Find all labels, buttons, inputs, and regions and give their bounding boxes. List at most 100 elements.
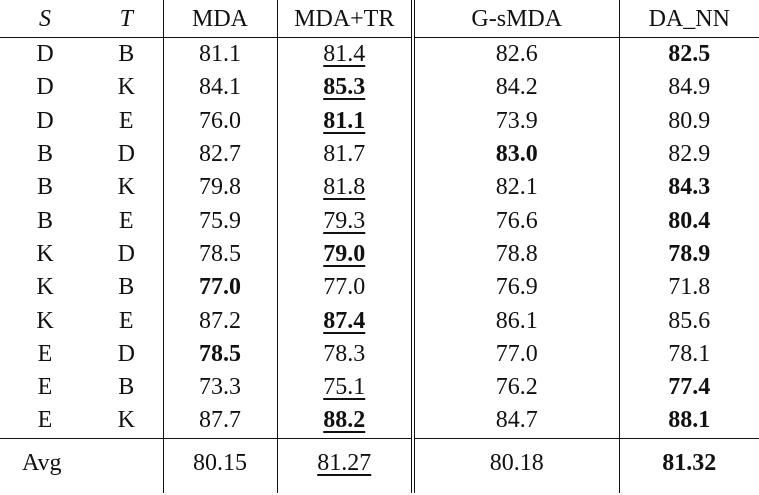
gsmda-cell-value: 76.9 <box>495 274 538 301</box>
gsmda-cell-value: 76.2 <box>495 374 538 401</box>
header-gsmda: G-sMDA <box>413 0 620 38</box>
target-cell: K <box>90 171 164 205</box>
table-row: D E 76.0 81.1 73.9 80.9 <box>0 104 759 138</box>
mda-cell-value: 87.7 <box>199 407 241 434</box>
source-cell: E <box>0 371 90 404</box>
target-cell: B <box>90 271 164 305</box>
mda-tr-cell-value: 81.4 <box>323 41 366 68</box>
target-cell: B <box>90 370 164 405</box>
mda-cell: 87.7 <box>163 404 278 439</box>
da-nn-cell: 88.1 <box>619 404 759 438</box>
mda-tr-cell: 81.1 <box>277 104 415 138</box>
mda-tr-cell-value: 77.0 <box>323 274 366 301</box>
mda-tr-cell: 81.4 <box>277 37 415 72</box>
gsmda-cell: 78.8 <box>413 237 620 272</box>
mda-tr-cell-value: 88.2 <box>323 407 366 434</box>
da-nn-cell-value: 88.1 <box>668 407 711 434</box>
mda-tr-cell-value: 81.8 <box>323 174 366 201</box>
header-mda: MDA <box>163 0 278 38</box>
table-row: E K 87.7 88.2 84.7 88.1 <box>0 404 759 439</box>
mda-cell: 79.8 <box>163 171 278 205</box>
target-cell-value: E <box>118 207 134 234</box>
mda-cell: 84.1 <box>163 71 278 105</box>
target-cell-value: D <box>117 340 135 367</box>
target-cell-value: K <box>117 74 135 101</box>
mda-cell: 82.7 <box>163 137 278 172</box>
source-cell: K <box>0 238 90 271</box>
mda-cell: 73.3 <box>163 370 278 405</box>
mda-tr-cell-value: 81.7 <box>323 141 366 168</box>
target-cell-value: B <box>118 41 135 68</box>
gsmda-cell-value: 83.0 <box>495 141 538 168</box>
mda-tr-cell: 81.8 <box>277 171 415 205</box>
source-cell-value: B <box>36 141 53 168</box>
mda-cell: 78.5 <box>163 337 278 371</box>
target-cell-value: E <box>118 307 134 334</box>
table-row: K E 87.2 87.4 86.1 85.6 <box>0 304 759 338</box>
target-cell-value: K <box>117 407 135 434</box>
source-cell: D <box>0 71 90 104</box>
source-cell: K <box>0 271 90 304</box>
source-cell-value: D <box>36 107 54 134</box>
gsmda-cell-value: 82.1 <box>495 174 538 201</box>
mda-tr-cell: 81.7 <box>277 137 415 172</box>
mda-cell: 87.2 <box>163 304 278 338</box>
gsmda-cell-value: 76.6 <box>495 207 538 234</box>
target-cell: D <box>90 337 164 371</box>
gsmda-cell: 84.7 <box>413 404 620 439</box>
source-cell: B <box>0 138 90 171</box>
gsmda-cell-value: 77.0 <box>495 340 538 367</box>
mda-cell-value: 76.0 <box>199 107 241 134</box>
mda-tr-cell-value: 75.1 <box>323 374 366 401</box>
header-da-nn: DA_NN <box>619 0 759 38</box>
mda-tr-cell: 78.3 <box>277 337 415 371</box>
source-cell-value: K <box>36 307 54 334</box>
mda-tr-cell: 77.0 <box>277 271 415 305</box>
source-cell: D <box>0 38 90 72</box>
mda-cell: 78.5 <box>163 237 278 272</box>
target-cell-value: B <box>118 374 135 401</box>
mda-cell-value: 84.1 <box>199 74 241 101</box>
avg-gsmda-cell-value: 80.18 <box>489 449 544 476</box>
target-cell: E <box>90 104 164 138</box>
source-cell-value: K <box>36 274 54 301</box>
mda-cell-value: 81.1 <box>199 41 241 68</box>
mda-tr-cell-value: 79.0 <box>323 240 366 267</box>
table-row: D B 81.1 81.4 82.6 82.5 <box>0 37 759 72</box>
da-nn-cell: 78.9 <box>619 238 759 271</box>
table-row: B E 75.9 79.3 76.6 80.4 <box>0 204 759 238</box>
avg-gsmda-cell: 80.18 <box>413 437 620 493</box>
target-cell: K <box>90 71 164 105</box>
target-cell-value: E <box>118 107 134 134</box>
gsmda-cell-value: 86.1 <box>495 307 538 334</box>
source-cell-value: E <box>37 407 53 434</box>
source-cell: B <box>0 171 90 204</box>
avg-label: Avg <box>0 437 164 493</box>
mda-cell-value: 79.8 <box>199 174 241 201</box>
header-source: S <box>0 0 90 38</box>
avg-mda-cell-value: 80.15 <box>193 449 247 476</box>
avg-mda-tr-cell-value: 81.27 <box>317 449 372 476</box>
source-cell: K <box>0 304 90 337</box>
da-nn-cell: 84.9 <box>619 71 759 104</box>
header-row: S T MDA MDA+TR G-sMDA DA_NN <box>0 0 759 38</box>
mda-tr-cell: 79.3 <box>277 204 415 238</box>
table-row: E D 78.5 78.3 77.0 78.1 <box>0 337 759 371</box>
da-nn-cell-value: 78.9 <box>668 240 711 267</box>
gsmda-cell: 73.9 <box>413 104 620 138</box>
source-cell-value: B <box>36 207 53 234</box>
source-cell-value: D <box>36 74 54 101</box>
da-nn-cell: 82.9 <box>619 138 759 171</box>
gsmda-cell-value: 78.8 <box>495 240 538 267</box>
mda-cell: 81.1 <box>163 37 278 72</box>
mda-cell: 77.0 <box>163 271 278 305</box>
mda-tr-cell-value: 87.4 <box>323 307 366 334</box>
da-nn-cell: 82.5 <box>619 38 759 72</box>
mda-tr-cell-value: 81.1 <box>323 107 366 134</box>
da-nn-cell-value: 78.1 <box>668 340 711 367</box>
header-target: T <box>90 0 164 38</box>
mda-tr-cell: 88.2 <box>277 404 415 439</box>
target-cell: D <box>90 237 164 272</box>
gsmda-cell: 76.2 <box>413 370 620 405</box>
